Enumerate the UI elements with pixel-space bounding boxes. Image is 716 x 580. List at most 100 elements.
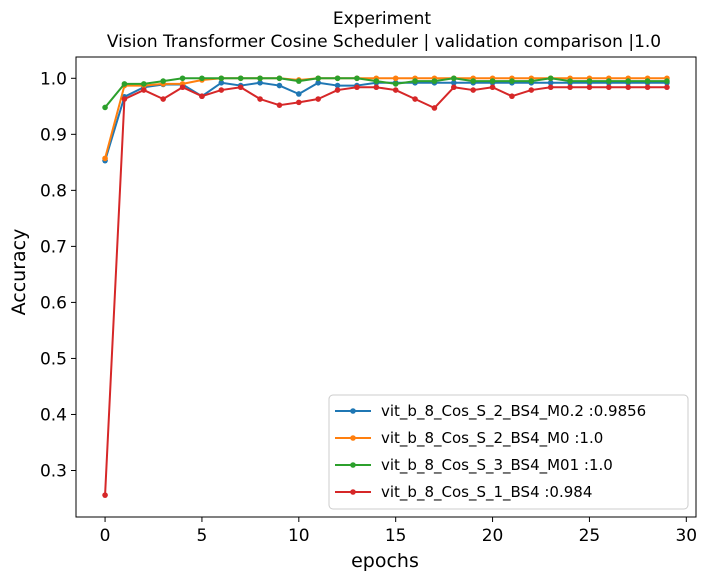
data-point	[102, 104, 108, 111]
legend-item: vit_b_8_Cos_S_2_BS4_M0 :1.0	[335, 429, 603, 448]
data-point	[547, 84, 554, 91]
legend-box	[328, 394, 689, 510]
data-point	[412, 96, 418, 102]
data-point	[354, 84, 360, 91]
legend-item: vit_b_8_Cos_S_3_BS4_M01 :1.0	[335, 456, 613, 475]
data-point	[296, 91, 302, 97]
data-point	[489, 78, 496, 84]
data-point	[276, 75, 283, 82]
series-4	[102, 84, 670, 498]
legend-swatch-marker	[350, 489, 356, 495]
legend-swatch-marker	[350, 462, 356, 468]
data-point	[451, 84, 457, 91]
data-point	[509, 78, 515, 84]
data-point	[644, 78, 651, 84]
data-point	[296, 99, 302, 106]
data-point	[392, 87, 399, 93]
data-point	[102, 155, 108, 162]
data-point	[547, 75, 554, 82]
x-tick-label: 30	[675, 526, 697, 546]
data-point	[199, 93, 205, 100]
data-point	[412, 78, 418, 84]
series-1	[102, 79, 670, 164]
data-point	[470, 87, 476, 93]
data-point	[257, 79, 263, 86]
legend-swatch-marker	[350, 435, 356, 441]
x-tick-label: 25	[579, 526, 601, 546]
data-point	[392, 75, 399, 82]
data-point	[315, 79, 321, 86]
data-point	[470, 78, 476, 84]
data-point	[451, 79, 457, 86]
data-point	[392, 81, 399, 87]
data-point	[451, 75, 457, 82]
data-point	[354, 75, 360, 82]
data-point	[373, 84, 380, 91]
data-point	[547, 79, 554, 86]
data-point	[509, 93, 515, 100]
data-point	[586, 84, 593, 91]
x-tick-label: 20	[482, 526, 504, 546]
data-point	[315, 75, 321, 82]
chart-subtitle: Vision Transformer Cosine Scheduler | va…	[107, 32, 661, 52]
y-axis-label: Accuracy	[8, 229, 30, 316]
legend-swatch-marker	[350, 408, 356, 414]
legend-label: vit_b_8_Cos_S_2_BS4_M0 :1.0	[381, 429, 603, 448]
data-point	[160, 96, 166, 102]
data-point	[567, 84, 573, 91]
data-point	[218, 79, 225, 86]
data-point	[431, 105, 438, 111]
data-point	[373, 78, 380, 84]
x-tick-label: 0	[100, 526, 111, 546]
legend-item: vit_b_8_Cos_S_1_BS4 :0.984	[335, 483, 592, 502]
data-point	[121, 96, 128, 102]
data-point	[334, 87, 341, 93]
data-point	[528, 87, 535, 93]
y-tick-label: 0.9	[40, 125, 67, 145]
data-point	[218, 75, 225, 82]
data-point	[141, 87, 147, 93]
data-point	[257, 96, 263, 102]
data-point	[237, 75, 244, 82]
data-point	[199, 75, 205, 82]
data-point	[121, 81, 128, 87]
y-tick-label: 0.4	[40, 405, 67, 425]
legend-label: vit_b_8_Cos_S_2_BS4_M0.2 :0.9856	[381, 402, 646, 421]
series-3	[102, 75, 670, 111]
y-tick-label: 1.0	[40, 69, 67, 89]
series-line	[104, 77, 667, 159]
data-point	[334, 75, 341, 82]
data-point	[625, 78, 631, 84]
chart-title: Experiment	[333, 9, 432, 29]
data-point	[218, 87, 225, 93]
x-axis-label: epochs	[351, 550, 419, 572]
data-point	[489, 84, 496, 91]
y-tick-label: 0.5	[40, 349, 67, 369]
data-point	[625, 84, 631, 91]
data-point	[606, 84, 612, 91]
data-point	[160, 78, 166, 84]
legend: vit_b_8_Cos_S_2_BS4_M0.2 :0.9856 vit_b_8_…	[328, 394, 689, 510]
plot-frame	[75, 56, 697, 518]
y-tick-label: 0.7	[40, 237, 67, 257]
data-point	[296, 78, 302, 84]
data-point	[664, 78, 670, 84]
data-point	[141, 81, 147, 87]
y-tick-label: 0.8	[40, 181, 67, 201]
data-point	[528, 78, 535, 84]
data-point	[586, 78, 593, 84]
legend-label: vit_b_8_Cos_S_3_BS4_M01 :1.0	[381, 456, 613, 475]
data-point	[664, 84, 670, 91]
data-point	[102, 492, 108, 498]
data-point	[431, 78, 438, 84]
data-point	[567, 78, 573, 84]
series-line	[104, 81, 667, 161]
data-point	[276, 102, 283, 108]
data-point	[179, 75, 186, 82]
series-line	[104, 77, 667, 109]
legend-label: vit_b_8_Cos_S_1_BS4 :0.984	[381, 483, 592, 502]
data-point	[237, 84, 244, 91]
legend-item: vit_b_8_Cos_S_2_BS4_M0.2 :0.9856	[335, 402, 646, 421]
y-tick-label: 0.6	[40, 293, 67, 313]
